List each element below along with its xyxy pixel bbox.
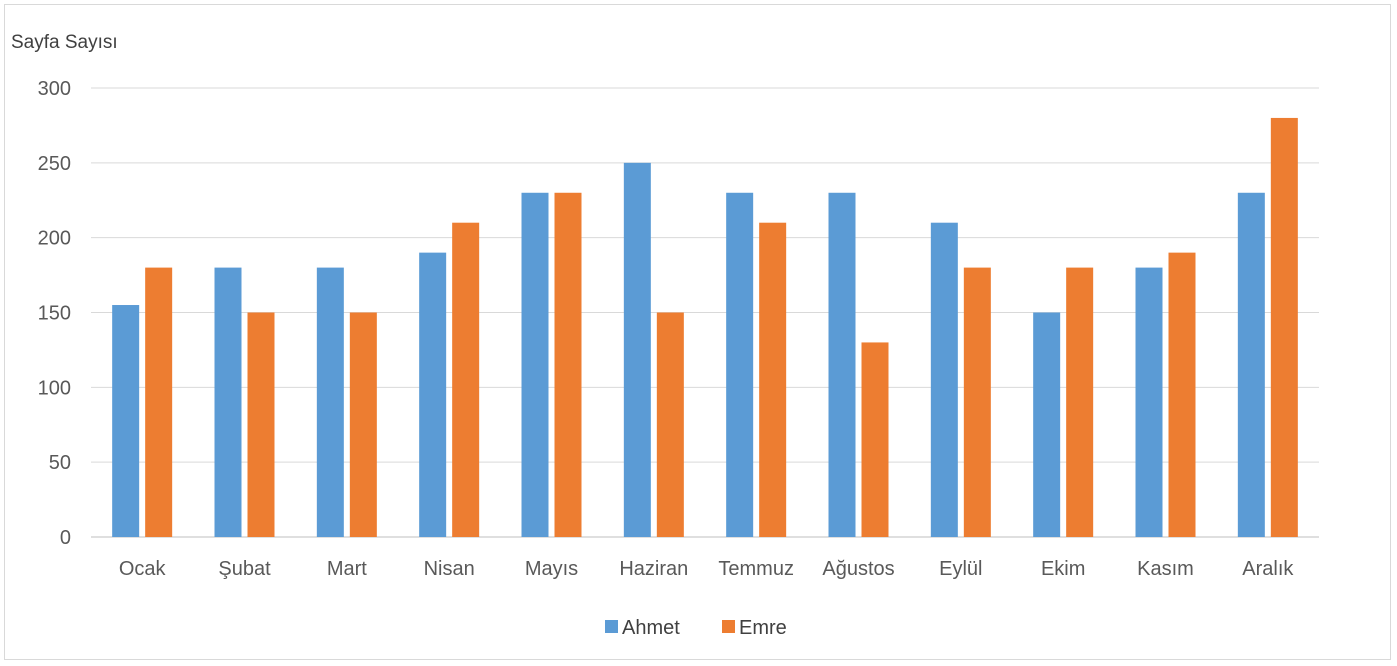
x-tick-label: Aralık <box>1242 558 1294 580</box>
x-tick-label: Şubat <box>218 558 271 580</box>
x-tick-label: Eylül <box>939 558 982 580</box>
bar-ahmet-6 <box>623 162 651 538</box>
bar-ahmet-9 <box>930 222 958 537</box>
bar-ahmet-11 <box>1135 267 1163 537</box>
y-tick-label: 50 <box>49 452 71 474</box>
x-tick-labels: Ocak Şubat Mart Nisan Mayıs Haziran Temmuz Ağus… <box>119 558 1295 580</box>
bar-emre-11 <box>1168 252 1196 537</box>
bar-ahmet-10 <box>1033 312 1061 537</box>
bar-emre-4 <box>452 222 480 537</box>
bar-ahmet-3 <box>316 267 344 537</box>
bar-emre-12 <box>1270 117 1298 537</box>
bar-emre-10 <box>1066 267 1094 537</box>
bar-emre-2 <box>247 312 275 537</box>
bar-ahmet-7 <box>726 192 754 537</box>
y-tick-label: 250 <box>38 153 71 175</box>
y-tick-label: 0 <box>60 527 71 549</box>
bar-emre-8 <box>861 342 889 537</box>
bar-ahmet-12 <box>1237 192 1265 537</box>
bar-ahmet-5 <box>521 192 549 537</box>
legend-label-ahmet: Ahmet <box>622 617 680 639</box>
legend-swatch-ahmet <box>605 620 618 633</box>
y-axis-label: Sayfa Sayısı <box>11 32 118 53</box>
x-tick-label: Nisan <box>424 558 475 580</box>
y-tick-label: 300 <box>38 78 71 100</box>
gridlines <box>91 87 1319 538</box>
bar-ahmet-1 <box>112 305 140 537</box>
legend: Ahmet Emre <box>605 617 787 639</box>
x-tick-label: Haziran <box>619 558 688 580</box>
bar-emre-9 <box>963 267 991 537</box>
x-tick-label: Kasım <box>1137 558 1194 580</box>
bar-emre-1 <box>145 267 173 537</box>
x-tick-label: Ekim <box>1041 558 1085 580</box>
bar-ahmet-4 <box>419 252 447 537</box>
y-tick-label: 200 <box>38 228 71 250</box>
legend-swatch-emre <box>722 620 735 633</box>
y-tick-label: 150 <box>38 303 71 325</box>
bars <box>112 117 1298 538</box>
x-tick-label: Mayıs <box>525 558 578 580</box>
bar-emre-6 <box>656 312 684 537</box>
bar-ahmet-8 <box>828 192 856 537</box>
bar-ahmet-2 <box>214 267 242 537</box>
x-tick-label: Temmuz <box>718 558 794 580</box>
x-tick-label: Ocak <box>119 558 167 580</box>
legend-label-emre: Emre <box>739 617 787 639</box>
y-tick-labels: 0 50 100 150 200 250 300 <box>38 78 71 549</box>
bar-emre-7 <box>759 222 787 537</box>
x-tick-label: Ağustos <box>822 558 894 580</box>
x-tick-label: Mart <box>327 558 367 580</box>
y-tick-label: 100 <box>38 377 71 399</box>
bar-emre-3 <box>349 312 377 537</box>
bar-emre-5 <box>554 192 582 537</box>
